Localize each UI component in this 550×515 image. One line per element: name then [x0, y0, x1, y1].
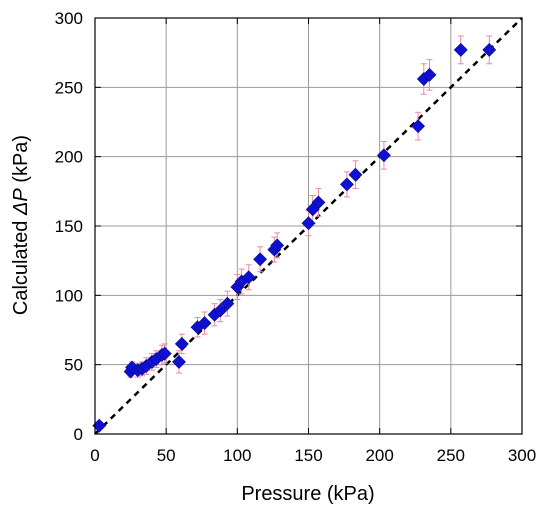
data-point	[377, 148, 391, 163]
data-points	[92, 42, 497, 433]
y-axis-title-prefix: Calculated	[10, 215, 32, 315]
data-point	[422, 67, 437, 82]
x-tick-label: 50	[157, 446, 176, 465]
x-tick-labels: 0 50 100 150 200 250 300	[90, 446, 536, 465]
y-tick-labels: 0 50 100 150 200 250 300	[55, 9, 83, 444]
data-point	[453, 42, 468, 57]
x-tick-label: 0	[90, 446, 99, 465]
data-point	[241, 270, 256, 285]
data-point	[301, 216, 316, 231]
data-point	[311, 195, 326, 210]
y-axis-title: Calculated ΔP (kPa)	[10, 135, 32, 315]
y-tick-label: 100	[55, 286, 83, 305]
data-point	[348, 167, 363, 182]
y-tick-label: 0	[74, 425, 83, 444]
data-point	[482, 42, 497, 57]
data-point	[197, 316, 212, 330]
y-axis-title-suffix: (kPa)	[10, 135, 32, 188]
data-point	[157, 346, 172, 361]
x-tick-label: 250	[437, 446, 465, 465]
y-tick-label: 150	[55, 217, 83, 236]
data-point	[340, 177, 354, 192]
y-tick-label: 300	[55, 9, 83, 28]
data-point	[172, 354, 186, 369]
y-tick-label: 50	[64, 356, 83, 375]
x-tick-label: 200	[365, 446, 393, 465]
y-axis-title-symbol: ΔP	[10, 188, 32, 216]
x-tick-label: 300	[508, 446, 536, 465]
data-point	[213, 303, 228, 318]
data-point	[411, 119, 426, 134]
y-tick-label: 250	[55, 78, 83, 97]
x-tick-label: 100	[223, 446, 251, 465]
tick-marks	[94, 17, 523, 435]
data-point	[174, 336, 189, 351]
x-tick-label: 150	[294, 446, 322, 465]
x-axis-title: Pressure (kPa)	[241, 483, 374, 505]
y-tick-label: 200	[55, 148, 83, 167]
data-point	[270, 238, 285, 253]
data-point	[253, 252, 268, 267]
data-point	[220, 296, 235, 311]
